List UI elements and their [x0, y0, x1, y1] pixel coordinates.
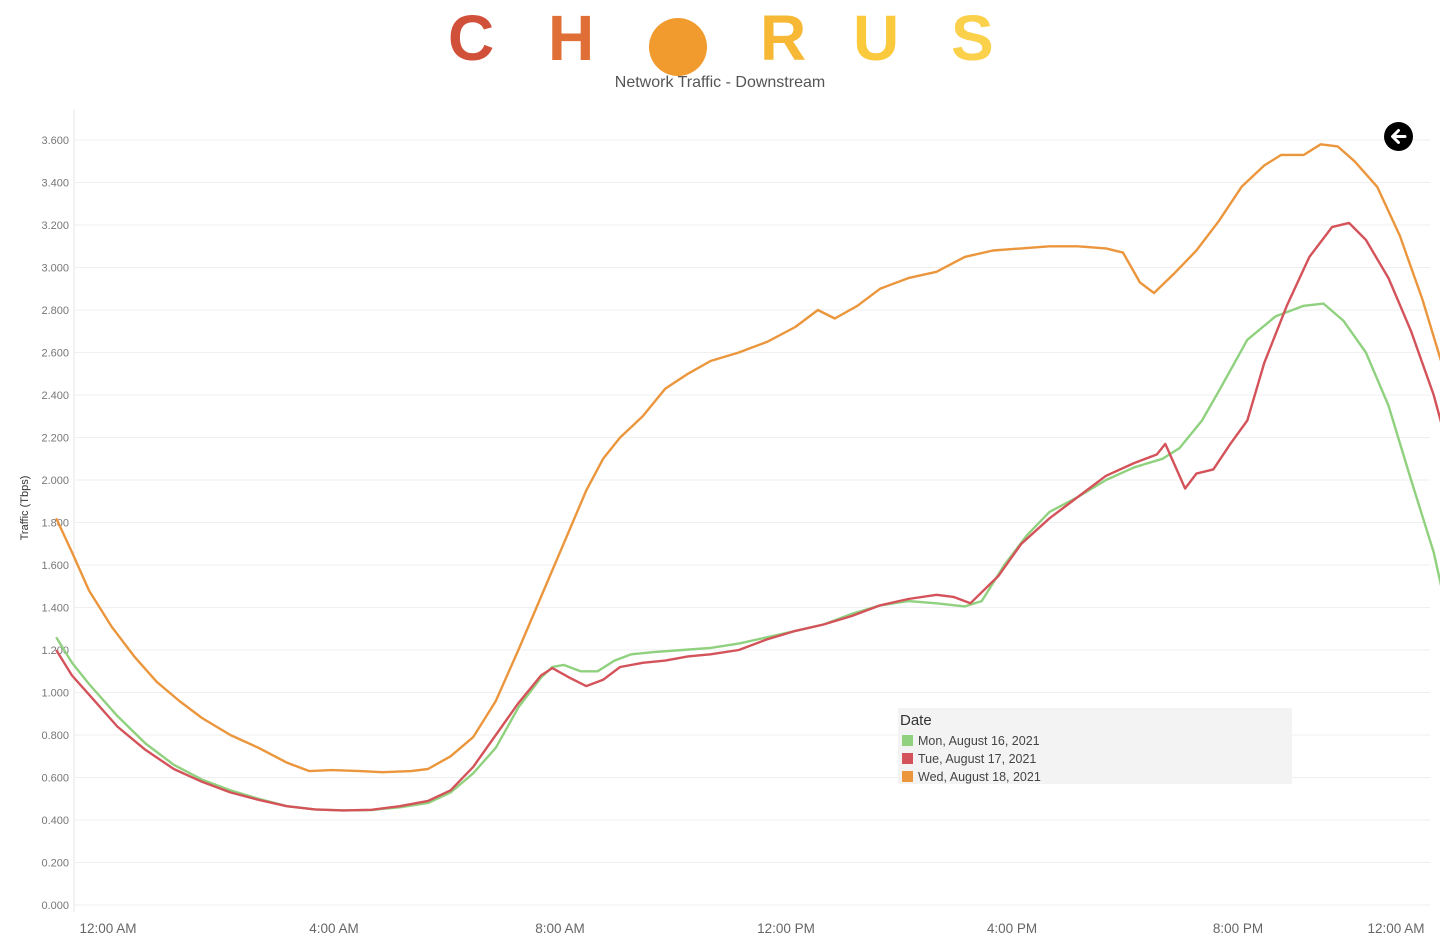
- legend-swatch: [902, 753, 913, 764]
- legend-item-mon[interactable]: Mon, August 16, 2021: [902, 734, 1040, 752]
- y-tick-label: 3.200: [41, 220, 69, 232]
- x-axis-ticks: 12:00 AM 4:00 AM 8:00 AM 12:00 PM 4:00 PM 8:0…: [79, 921, 1424, 936]
- logo-letter-u: U: [853, 2, 900, 74]
- y-tick-label: 3.400: [41, 178, 69, 190]
- logo-letter-s: S: [951, 2, 994, 74]
- y-tick-label: 3.600: [41, 135, 69, 147]
- y-tick-label: 2.600: [41, 348, 69, 360]
- x-tick-label: 8:00 PM: [1213, 921, 1263, 936]
- y-tick-label: 2.400: [41, 390, 69, 402]
- legend-item-wed[interactable]: Wed, August 18, 2021: [902, 770, 1041, 788]
- y-tick-label: 2.000: [41, 475, 69, 487]
- x-tick-label: 12:00 AM: [1367, 921, 1424, 936]
- legend-swatch: [902, 771, 913, 782]
- x-tick-label: 4:00 AM: [309, 921, 359, 936]
- x-tick-label: 8:00 AM: [535, 921, 585, 936]
- logo-letter-r: R: [760, 2, 807, 74]
- legend-label: Mon, August 16, 2021: [918, 734, 1040, 748]
- y-tick-label: 2.800: [41, 305, 69, 317]
- y-axis-label: Traffic (Tbps): [19, 476, 31, 541]
- x-tick-label: 4:00 PM: [987, 921, 1037, 936]
- y-tick-label: 1.600: [41, 560, 69, 572]
- back-button[interactable]: [1384, 122, 1413, 151]
- y-tick-label: 1.000: [41, 688, 69, 700]
- legend-title: Date: [900, 712, 932, 729]
- x-tick-label: 12:00 AM: [79, 921, 136, 936]
- series-line-2: [55, 143, 1440, 774]
- y-tick-label: 1.800: [41, 518, 69, 530]
- logo-letter-c: C: [448, 2, 495, 74]
- legend-label: Wed, August 18, 2021: [918, 770, 1041, 784]
- y-tick-label: 2.200: [41, 433, 69, 445]
- chorus-logo: C H R U S: [448, 2, 1008, 76]
- y-axis-ticks: 0.0000.2000.4000.6000.8001.0001.2001.400…: [41, 135, 69, 912]
- legend-item-tue[interactable]: Tue, August 17, 2021: [902, 752, 1036, 770]
- chart-title: Network Traffic - Downstream: [614, 74, 826, 91]
- y-tick-label: 0.400: [41, 815, 69, 827]
- y-tick-label: 0.000: [41, 900, 69, 912]
- logo-letter-h: H: [548, 2, 595, 74]
- y-tick-label: 0.600: [41, 773, 69, 785]
- legend: Date Mon, August 16, 2021 Tue, August 17…: [898, 708, 1292, 784]
- y-tick-label: 0.200: [41, 858, 69, 870]
- series-line-1: [55, 221, 1440, 812]
- gridlines: [73, 110, 1430, 912]
- arrow-left-icon: [1391, 129, 1407, 144]
- logo-sun-icon: [649, 18, 707, 76]
- y-tick-label: 1.400: [41, 603, 69, 615]
- x-tick-label: 12:00 PM: [757, 921, 815, 936]
- y-tick-label: 0.800: [41, 730, 69, 742]
- series-lines: [55, 143, 1440, 812]
- legend-label: Tue, August 17, 2021: [918, 752, 1037, 766]
- y-tick-label: 3.000: [41, 263, 69, 275]
- legend-swatch: [902, 735, 913, 746]
